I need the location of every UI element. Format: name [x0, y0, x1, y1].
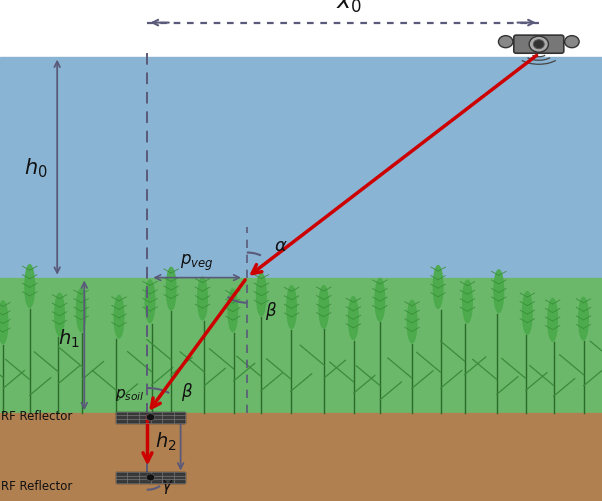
Text: $p_{soil}$: $p_{soil}$ [115, 386, 144, 402]
Ellipse shape [433, 266, 443, 309]
FancyBboxPatch shape [514, 36, 564, 54]
Circle shape [146, 474, 155, 481]
Bar [116, 472, 185, 483]
Text: $h_0$: $h_0$ [24, 156, 48, 180]
Text: $p_{veg}$: $p_{veg}$ [181, 252, 214, 272]
Ellipse shape [0, 301, 8, 344]
Ellipse shape [287, 286, 296, 329]
Bar [116, 412, 185, 423]
Circle shape [565, 37, 579, 49]
Ellipse shape [25, 265, 34, 308]
Ellipse shape [228, 290, 238, 332]
Ellipse shape [197, 278, 207, 320]
Ellipse shape [494, 271, 504, 313]
Ellipse shape [349, 297, 358, 340]
Ellipse shape [76, 289, 86, 332]
Ellipse shape [407, 301, 417, 343]
Ellipse shape [145, 280, 155, 323]
Circle shape [146, 414, 155, 421]
Bar [0, 413, 602, 501]
Ellipse shape [375, 279, 385, 322]
Text: $\gamma$: $\gamma$ [161, 477, 173, 495]
Bar [0, 278, 602, 413]
Text: $h_1$: $h_1$ [58, 327, 80, 349]
Text: $x_0$: $x_0$ [336, 0, 362, 15]
Ellipse shape [462, 281, 472, 323]
Ellipse shape [55, 294, 64, 336]
Bar [0, 58, 602, 278]
Text: $h_2$: $h_2$ [155, 430, 176, 452]
Ellipse shape [548, 299, 557, 342]
Ellipse shape [319, 286, 329, 329]
Text: $\beta$: $\beta$ [265, 300, 277, 322]
Ellipse shape [256, 274, 266, 316]
Text: $\alpha$: $\alpha$ [274, 236, 288, 255]
Ellipse shape [523, 292, 532, 335]
Ellipse shape [114, 296, 124, 338]
Circle shape [529, 37, 548, 53]
Bar [0, 0, 602, 58]
Text: RF Reflector: RF Reflector [1, 479, 73, 492]
Ellipse shape [166, 268, 176, 311]
Ellipse shape [579, 298, 588, 340]
Circle shape [533, 41, 544, 50]
Text: $\beta$: $\beta$ [181, 380, 193, 402]
Text: RF Reflector: RF Reflector [1, 409, 73, 422]
Circle shape [498, 37, 513, 49]
